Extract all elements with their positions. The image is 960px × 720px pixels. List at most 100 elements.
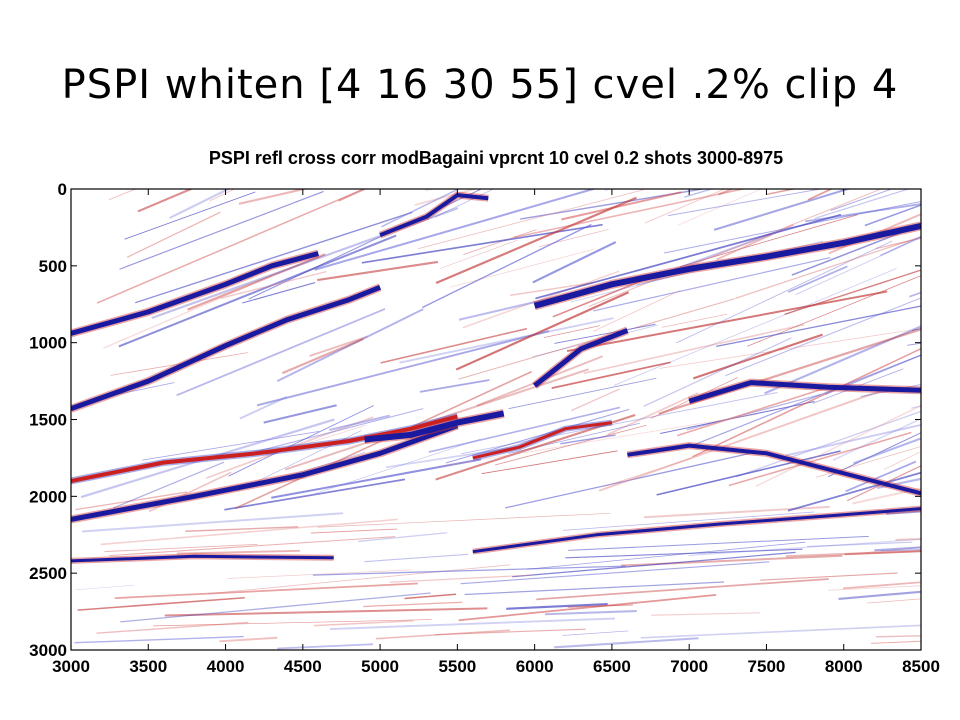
texture-stripe: [845, 460, 917, 493]
texture-stripe: [309, 335, 368, 357]
texture-stripe: [104, 543, 258, 553]
y-tick-label: 1500: [29, 411, 67, 430]
x-tick-label: 7000: [670, 657, 708, 676]
reflectors: [71, 191, 921, 564]
texture-stripe: [568, 535, 869, 551]
texture-stripe: [716, 305, 921, 348]
texture-stripe: [688, 538, 921, 557]
texture-stripe: [242, 282, 316, 304]
texture-stripe: [895, 538, 921, 541]
x-tick-label: 5500: [438, 657, 476, 676]
texture-stripe: [389, 574, 531, 583]
texture-stripe: [239, 395, 288, 420]
texture-stripe: [328, 414, 391, 432]
texture-stripe: [884, 451, 921, 470]
texture-stripe: [82, 512, 344, 533]
texture-stripe: [512, 551, 796, 578]
texture-stripe: [526, 541, 806, 570]
texture-stripe: [481, 450, 618, 475]
texture-stripe: [508, 377, 657, 410]
texture-stripe: [583, 323, 805, 375]
x-tick-label: 8500: [902, 657, 940, 676]
texture-stripe: [238, 189, 309, 205]
texture-stripe: [419, 379, 490, 393]
texture-stripe: [281, 337, 364, 375]
y-tick-label: 0: [58, 180, 67, 199]
texture-stripe: [566, 290, 888, 352]
texture-stripe: [227, 569, 412, 579]
x-tick-label: 3500: [129, 657, 167, 676]
texture-stripe: [142, 430, 320, 461]
texture-stripe: [536, 578, 829, 601]
reflector-4: [364, 410, 505, 443]
texture-stripe: [442, 413, 759, 467]
y-tick-label: 3000: [29, 641, 67, 660]
texture-stripe: [644, 505, 830, 519]
reflector-6: [533, 328, 629, 388]
texture-stripe: [119, 190, 324, 270]
texture-stripe: [735, 236, 921, 299]
reflector-2: [71, 414, 458, 483]
texture-stripe: [875, 237, 921, 250]
texture-stripe: [357, 532, 448, 543]
texture-stripe: [567, 604, 633, 608]
texture-stripe: [176, 549, 300, 555]
texture-stripe: [877, 477, 921, 489]
slide-title: PSPI whiten [4 16 30 55] cvel .2% clip 4: [61, 62, 899, 108]
texture-stripe: [509, 281, 595, 296]
texture-stripe: [676, 240, 893, 344]
x-tick-label: 7500: [748, 657, 786, 676]
x-tick-label: 8000: [825, 657, 863, 676]
texture-stripe: [77, 596, 245, 611]
texture-stripe: [552, 274, 657, 318]
texture-stripe: [830, 189, 893, 211]
reflector-1: [71, 284, 382, 412]
texture-stripe: [644, 189, 726, 224]
texture-stripe: [570, 276, 672, 303]
texture-stripe: [435, 413, 636, 481]
texture-stripe: [535, 213, 842, 300]
texture-stripe: [864, 204, 921, 227]
texture-stripe: [885, 510, 921, 515]
texture-stripe: [795, 237, 921, 296]
texture-stripe: [256, 330, 550, 407]
texture-stripe: [588, 189, 883, 307]
texture-stripe: [96, 621, 249, 634]
texture-stripe: [565, 548, 803, 559]
x-tick-label: 3000: [52, 657, 90, 676]
texture-stripe: [271, 458, 482, 499]
texture-stripe: [118, 234, 397, 348]
texture-stripe: [807, 541, 913, 548]
texture-stripe: [137, 189, 194, 213]
x-tick-label: 4000: [207, 657, 245, 676]
texture-stripe: [185, 526, 299, 532]
texture-stripe: [109, 536, 396, 557]
texture-stripe: [828, 585, 921, 591]
texture-stripe: [520, 189, 707, 220]
texture-stripe: [764, 325, 921, 395]
texture-stripe: [414, 189, 479, 206]
texture-stripe: [832, 417, 921, 461]
texture-stripe: [787, 471, 921, 512]
texture-stripe: [449, 248, 596, 288]
texture-stripe: [598, 388, 886, 492]
texture-stripe: [224, 478, 406, 511]
texture-stripe: [593, 256, 831, 312]
texture-stripe: [866, 598, 921, 604]
x-tick-label: 6500: [593, 657, 631, 676]
texture-stripe: [613, 268, 897, 386]
texture-stripe: [880, 549, 921, 552]
texture-stripe: [458, 298, 735, 380]
texture-stripe: [677, 189, 762, 226]
texture-stripe: [100, 518, 398, 546]
texture-stripe: [713, 189, 852, 231]
texture-stripe: [187, 253, 326, 311]
texture-stripe: [785, 423, 921, 457]
texture-stripe: [787, 265, 848, 293]
texture-stripe: [228, 405, 374, 477]
texture-stripe: [592, 290, 681, 332]
texture-stripe: [361, 223, 603, 264]
reflector-7: [688, 380, 921, 404]
texture-stripe: [640, 624, 921, 639]
reflector-5: [533, 222, 921, 309]
